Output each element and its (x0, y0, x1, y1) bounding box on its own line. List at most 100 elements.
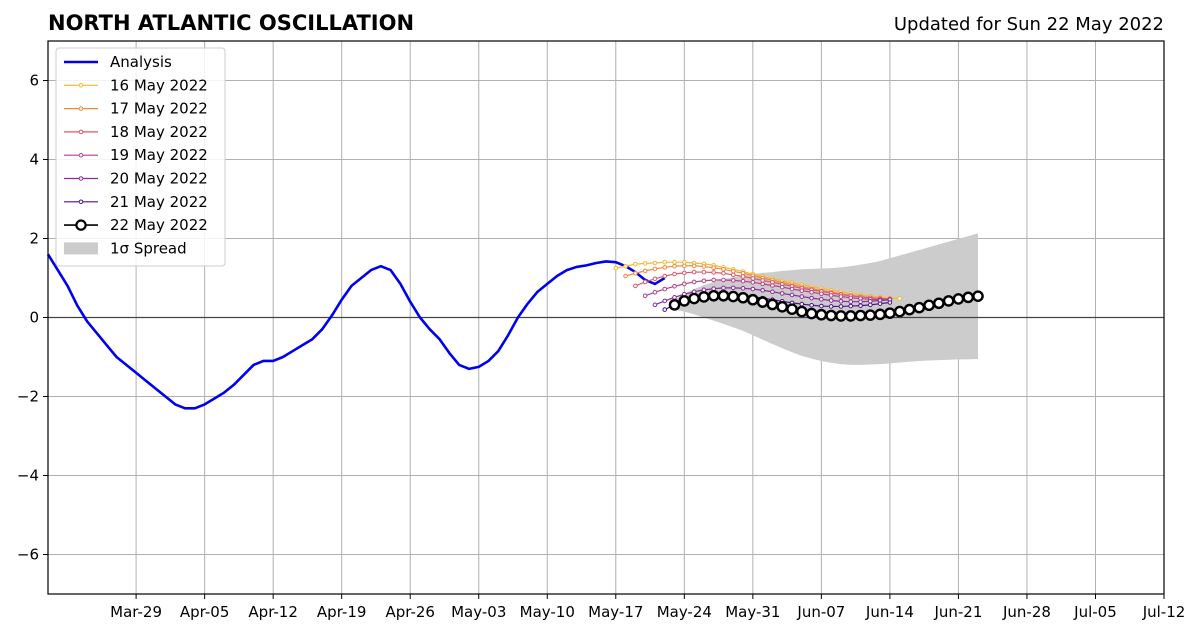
forecast-point (897, 296, 902, 301)
forecast-point (809, 302, 814, 308)
x-tick-label: Apr-05 (180, 603, 230, 621)
x-tick-label: Mar-29 (110, 603, 162, 621)
legend: Analysis 16 May 2022 17 May 2022 18 May 202… (55, 47, 226, 267)
legend-marker (78, 176, 84, 181)
y-tick-label: −6 (17, 546, 39, 564)
y-tick-label: 0 (29, 309, 39, 327)
forecast-point (825, 309, 837, 322)
forecast-point (838, 304, 844, 309)
forecast-point (613, 265, 619, 271)
forecast-point (756, 296, 769, 308)
forecast-point (668, 299, 681, 311)
forecast-point (707, 289, 720, 302)
forecast-point (672, 271, 677, 277)
legend-marker (75, 219, 87, 231)
series-layer (46, 253, 984, 410)
forecast-point (887, 300, 893, 305)
y-tick-label: 2 (29, 230, 39, 248)
forecast-point (858, 299, 863, 305)
forecast-point (691, 269, 697, 275)
legend-label: 1σ Spread (110, 239, 187, 257)
forecast-point (913, 301, 926, 314)
forecast-point (779, 291, 785, 296)
x-tick-label: Jun-14 (865, 603, 914, 621)
forecast-point (642, 293, 648, 299)
x-tick-label: May-10 (520, 603, 575, 621)
forecast-point (623, 263, 628, 269)
x-tick-label: Jun-21 (933, 603, 982, 621)
forecast-point (672, 259, 677, 265)
forecast-point (652, 260, 658, 266)
forecast-point (819, 303, 824, 309)
forecast-point (672, 263, 677, 269)
forecast-point (730, 285, 736, 291)
forecast-point (642, 268, 648, 274)
forecast-point (868, 302, 873, 308)
forecast-point (942, 295, 955, 307)
legend-label: 22 May 2022 (110, 216, 208, 234)
legend-label: 16 May 2022 (110, 76, 208, 94)
forecast-point (828, 304, 834, 309)
forecast-point (933, 297, 945, 310)
forecast-point (727, 290, 740, 303)
forecast-point (809, 289, 814, 295)
forecast-point (633, 261, 638, 267)
legend-entry: 20 May 2022 (64, 170, 208, 188)
forecast-point (854, 309, 867, 322)
forecast-point (737, 291, 749, 304)
forecast-point (838, 299, 844, 304)
forecast-point (750, 276, 756, 281)
forecast-point (903, 303, 916, 316)
forecast-point (799, 294, 805, 299)
forecast-point (721, 285, 726, 291)
forecast-point (770, 283, 775, 288)
spread-band-layer (674, 233, 978, 365)
x-tick-label: Jul-05 (1073, 603, 1117, 621)
forecast-point (848, 295, 854, 301)
x-tick-label: Apr-12 (248, 603, 298, 621)
forecast-point (844, 310, 857, 322)
y-tick-label: 4 (29, 151, 39, 169)
legend-label: 19 May 2022 (110, 146, 208, 164)
forecast-series (642, 277, 893, 303)
forecast-point (633, 270, 638, 276)
legend-marker (78, 106, 84, 111)
forecast-point (662, 307, 668, 312)
legend-marker (78, 129, 84, 135)
x-tick-label: May-24 (657, 603, 712, 621)
forecast-point (633, 283, 638, 289)
y-tick-label: −2 (17, 388, 39, 406)
forecast-point (662, 273, 668, 279)
axes: −6 −4 −2 0 2 4 6 Mar-29 Apr-05 Apr-12 Apr-19 Apr-26… (17, 40, 1185, 621)
forecast-point (721, 277, 726, 283)
forecast-point (740, 285, 746, 291)
forecast-point (672, 283, 677, 289)
legend-entry: Analysis (64, 53, 172, 71)
forecast-point (698, 291, 710, 303)
forecast-point (688, 292, 700, 305)
forecast-point (701, 264, 707, 269)
legend-box (55, 47, 226, 267)
legend-swatch (64, 242, 98, 255)
forecast-point (662, 298, 668, 304)
forecast-point (805, 307, 818, 320)
forecast-point (760, 287, 765, 293)
legend-entry: 19 May 2022 (64, 146, 208, 164)
forecast-point (652, 266, 658, 272)
legend-label: 20 May 2022 (110, 170, 208, 188)
forecast-point (884, 307, 896, 319)
forecast-point (672, 295, 677, 300)
forecast-point (721, 270, 726, 276)
y-tick-label: −4 (17, 467, 39, 485)
forecast-point (701, 287, 707, 293)
forecast-point (815, 308, 828, 321)
forecast-point (776, 301, 789, 313)
legend-entry: 22 May 2022 (64, 216, 208, 234)
analysis-line (46, 253, 666, 410)
forecast-point (701, 269, 707, 275)
forecast-point (740, 274, 746, 279)
x-tick-label: Apr-26 (385, 603, 435, 621)
forecast-point (701, 278, 707, 284)
x-tick-label: May-17 (588, 603, 643, 621)
